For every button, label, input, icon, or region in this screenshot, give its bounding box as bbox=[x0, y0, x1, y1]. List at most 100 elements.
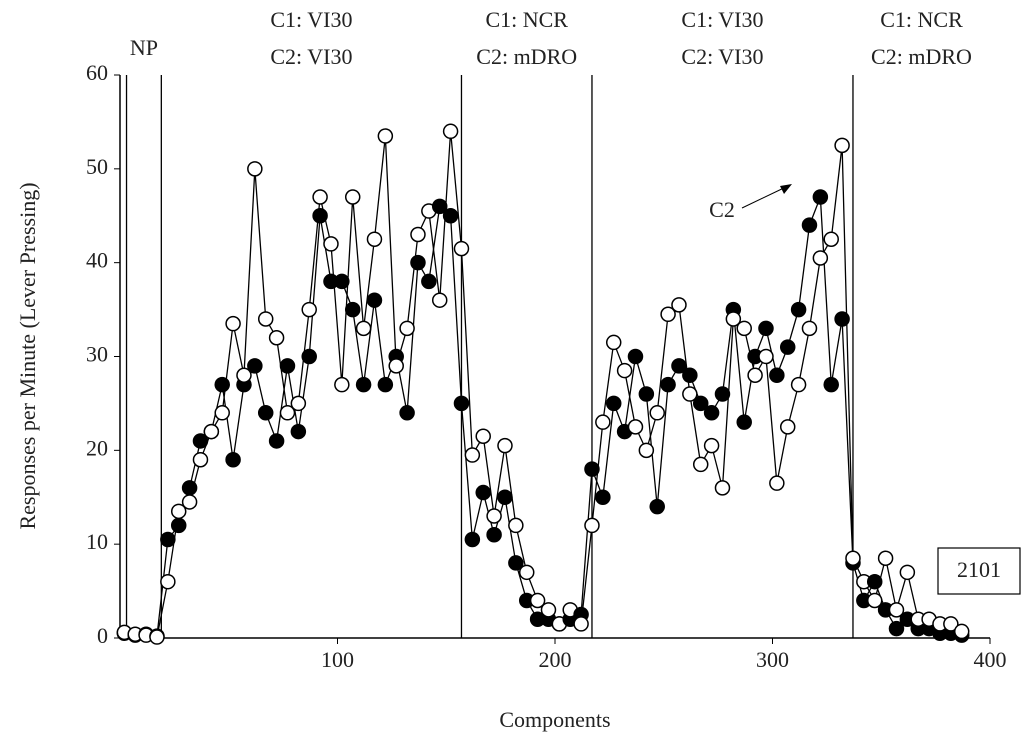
data-point bbox=[279, 405, 296, 421]
phase-label: C2: VI30 bbox=[681, 44, 763, 69]
data-point bbox=[627, 419, 644, 435]
arrow bbox=[741, 185, 789, 209]
data-point bbox=[725, 311, 742, 327]
data-point bbox=[257, 405, 274, 421]
data-point bbox=[410, 226, 426, 243]
y-tick-label: 10 bbox=[86, 529, 108, 554]
data-point bbox=[888, 602, 905, 618]
data-point bbox=[355, 376, 372, 393]
data-point bbox=[312, 189, 328, 205]
data-point bbox=[344, 301, 361, 318]
y-tick-label: 20 bbox=[86, 435, 108, 460]
data-point bbox=[736, 414, 752, 430]
data-point bbox=[790, 376, 807, 393]
data-point bbox=[682, 367, 698, 384]
x-axis-label: Components bbox=[499, 707, 610, 732]
data-point bbox=[268, 433, 285, 449]
data-point bbox=[442, 123, 459, 140]
phase-label: C2: mDRO bbox=[476, 44, 577, 69]
data-point bbox=[508, 517, 524, 534]
data-point bbox=[290, 423, 307, 440]
data-point bbox=[649, 405, 665, 421]
data-point bbox=[301, 348, 317, 365]
data-point bbox=[747, 367, 763, 384]
data-point bbox=[192, 451, 209, 468]
data-point bbox=[888, 620, 905, 637]
phase-label: C1: VI30 bbox=[681, 7, 763, 32]
data-point bbox=[301, 301, 317, 318]
data-point bbox=[181, 494, 198, 510]
arrow-label: C2 bbox=[709, 197, 735, 222]
data-point bbox=[399, 405, 415, 421]
data-point bbox=[334, 376, 350, 393]
data-point bbox=[671, 297, 687, 313]
y-tick-label: 30 bbox=[86, 342, 108, 367]
data-point bbox=[595, 489, 611, 505]
data-point bbox=[225, 315, 241, 332]
subject-id: 2101 bbox=[957, 557, 1001, 582]
data-point bbox=[779, 419, 796, 435]
data-point bbox=[540, 602, 557, 618]
data-point bbox=[160, 573, 176, 590]
phase-label: C2: VI30 bbox=[270, 44, 352, 69]
data-point bbox=[442, 208, 459, 224]
data-point bbox=[823, 231, 839, 247]
data-point bbox=[464, 531, 481, 548]
data-point bbox=[660, 376, 676, 393]
data-point bbox=[323, 236, 339, 252]
data-point bbox=[899, 564, 916, 581]
data-point bbox=[225, 451, 241, 468]
data-point bbox=[410, 254, 426, 271]
data-point bbox=[605, 334, 622, 351]
x-tick-label: 100 bbox=[321, 647, 354, 672]
data-point bbox=[714, 386, 731, 402]
data-point bbox=[247, 161, 263, 177]
data-point bbox=[801, 320, 818, 337]
data-point bbox=[247, 358, 263, 374]
y-tick-label: 40 bbox=[86, 248, 108, 273]
data-point bbox=[170, 517, 187, 534]
x-tick-label: 400 bbox=[974, 647, 1007, 672]
data-point bbox=[692, 456, 709, 473]
data-point bbox=[431, 292, 448, 308]
x-tick-label: 200 bbox=[539, 647, 572, 672]
data-point bbox=[834, 311, 850, 327]
data-point bbox=[312, 208, 328, 224]
data-point bbox=[660, 306, 676, 323]
data-point bbox=[334, 273, 350, 290]
data-point bbox=[508, 555, 524, 571]
data-point bbox=[475, 484, 491, 501]
data-point bbox=[388, 358, 404, 374]
data-point bbox=[703, 437, 720, 454]
data-point bbox=[497, 437, 513, 454]
data-point bbox=[464, 447, 481, 463]
data-point bbox=[812, 189, 829, 205]
data-point bbox=[149, 629, 165, 645]
arrow-head bbox=[780, 184, 792, 194]
data-point bbox=[366, 292, 383, 308]
data-point bbox=[475, 428, 491, 445]
data-point bbox=[214, 405, 230, 421]
data-point bbox=[605, 395, 622, 412]
data-point bbox=[812, 250, 829, 266]
data-point bbox=[595, 414, 611, 430]
data-point bbox=[377, 128, 394, 144]
data-point bbox=[214, 376, 230, 393]
data-point bbox=[638, 386, 655, 402]
data-point bbox=[181, 480, 198, 496]
data-point bbox=[779, 339, 796, 355]
data-point bbox=[160, 531, 176, 548]
data-point bbox=[671, 358, 687, 374]
data-point bbox=[638, 442, 655, 459]
phase-label: NP bbox=[130, 35, 158, 60]
data-point bbox=[453, 395, 470, 412]
data-point bbox=[801, 217, 818, 233]
phase-label: C1: NCR bbox=[880, 7, 963, 32]
data-point bbox=[649, 498, 665, 515]
data-point bbox=[834, 137, 850, 154]
data-point bbox=[877, 550, 894, 566]
y-tick-label: 0 bbox=[97, 623, 108, 648]
data-point bbox=[486, 508, 502, 524]
data-point bbox=[236, 367, 252, 384]
